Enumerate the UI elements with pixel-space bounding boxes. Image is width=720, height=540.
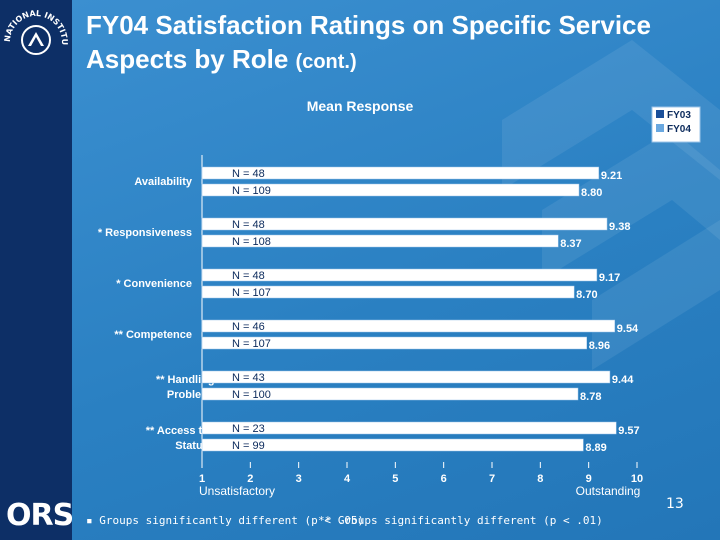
value-label: 8.96 [589, 340, 610, 352]
n-label: N = 109 [232, 185, 271, 197]
x-tick-label: 6 [441, 473, 447, 485]
x-high-label: Outstanding [576, 484, 641, 498]
x-tick-label: 2 [247, 473, 253, 485]
n-label: N = 48 [232, 270, 265, 282]
x-tick-label: 5 [392, 473, 398, 485]
page-title: FY04 Satisfaction Ratings on Specific Se… [86, 8, 706, 79]
n-label: N = 108 [232, 236, 271, 248]
sidebar: NATIONAL INSTITUTES OF HEALTH ORS [0, 0, 74, 540]
x-tick-label: 9 [586, 473, 592, 485]
value-label: 8.89 [585, 442, 606, 454]
x-tick-label: 10 [631, 473, 643, 485]
ors-logo: ORS [6, 498, 74, 533]
value-label: 8.37 [560, 238, 581, 250]
bar-fy03 [201, 319, 616, 333]
n-label: N = 48 [232, 168, 265, 180]
value-label: 9.21 [601, 170, 622, 182]
page-number: 13 [666, 496, 684, 512]
value-label: 8.80 [581, 187, 602, 199]
bar-fy04 [201, 183, 580, 197]
bar-fy04 [201, 387, 579, 401]
bar-fy03 [201, 166, 600, 180]
x-tick-label: 8 [537, 473, 543, 485]
bar-fy04 [201, 336, 587, 350]
legend-label: FY04 [667, 124, 691, 135]
n-label: N = 43 [232, 372, 265, 384]
bar-fy03 [201, 268, 598, 282]
value-label: 9.44 [612, 374, 634, 386]
value-label: 8.70 [576, 289, 597, 301]
value-label: 8.78 [580, 391, 601, 403]
value-label: 9.57 [618, 425, 639, 437]
value-label: 9.17 [599, 272, 620, 284]
legend-swatch [656, 110, 664, 118]
n-label: N = 100 [232, 389, 271, 401]
nih-seal-logo: NATIONAL INSTITUTES OF HEALTH [2, 2, 69, 55]
slide-content: FY04 Satisfaction Ratings on Specific Se… [72, 0, 720, 540]
footnote-p01: ** Groups significantly different (p < .… [318, 514, 603, 527]
value-label: 9.54 [617, 323, 639, 335]
bar-chart: Mean Response Availability N = 48 9.21 N = 1… [98, 98, 701, 498]
chart-title: Mean Response [307, 98, 414, 114]
category-label: Availability [134, 176, 193, 188]
background-decoration [502, 40, 720, 370]
n-label: N = 99 [232, 440, 265, 452]
title-suffix: (cont.) [295, 51, 357, 73]
category-label: * Convenience [116, 278, 192, 290]
n-label: N = 23 [232, 423, 265, 435]
x-tick-label: 1 [199, 473, 205, 485]
x-tick-label: 7 [489, 473, 495, 485]
x-tick-label: 3 [296, 473, 302, 485]
x-low-label: Unsatisfactory [199, 484, 275, 498]
bar-fy04 [201, 285, 575, 299]
bar-fy03 [201, 370, 611, 384]
category-label: ** Competence [114, 329, 192, 341]
value-label: 9.38 [609, 221, 630, 233]
legend-label: FY03 [667, 110, 691, 121]
n-label: N = 46 [232, 321, 265, 333]
legend-swatch [656, 124, 664, 132]
bar-fy03 [201, 421, 617, 435]
bar-fy04 [201, 438, 584, 452]
bar-fy03 [201, 217, 608, 231]
x-tick-label: 4 [344, 473, 351, 485]
n-label: N = 48 [232, 219, 265, 231]
bar-fy04 [201, 234, 559, 248]
n-label: N = 107 [232, 287, 271, 299]
title-main: FY04 Satisfaction Ratings on Specific Se… [86, 10, 651, 74]
n-label: N = 107 [232, 338, 271, 350]
category-label: Status [175, 440, 209, 452]
category-label: * Responsiveness [98, 227, 192, 239]
footnote-p05: ▪ Groups significantly different (p < .0… [86, 514, 365, 527]
